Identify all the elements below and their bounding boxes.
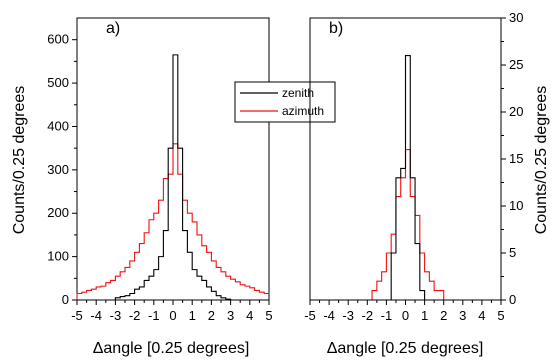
panel-a-series-zenith [77,54,269,301]
legend-zenith-label: zenith [282,86,314,100]
panel-b-label: b) [329,20,343,37]
panel-b-series-azimuth [310,149,501,301]
panel-b-xtick-label: 4 [478,308,485,323]
panel-b-ytick-label: 15 [509,151,523,166]
panel-b-xtick-label: 1 [421,308,428,323]
panel-b-xtick-label: -1 [381,308,393,323]
panel-a-series [76,54,269,301]
panel-b-series [310,55,501,301]
panel-a-xtick-label: 4 [246,308,253,323]
panel-a-ytick-label: 600 [47,32,69,47]
panel-b-xtick-label: 3 [459,308,466,323]
panel-a-xtick-label: 1 [189,308,196,323]
panel-a-ytick-label: 500 [47,75,69,90]
panel-b-xtick-label: -2 [362,308,374,323]
panel-a-xtick-label: 3 [227,308,234,323]
panel-b-xtick-label: -3 [342,308,354,323]
panel-b-xtick-label: 2 [440,308,447,323]
panel-a-xtick-label: -4 [90,308,102,323]
panel-a-xtick-label: -2 [129,308,141,323]
panel-b-xtick-label: -4 [323,308,335,323]
panel-a-xtick-label: 2 [208,308,215,323]
panel-a-series-azimuth [76,143,269,300]
panel-a-ytick-label: 0 [62,292,69,307]
panel-b-ytick-label: 25 [509,57,523,72]
panel-b-xlabel: Δangle [0.25 degrees] [327,340,484,357]
panel-b-ytick-label: 5 [509,245,516,260]
panel-a-xtick-label: 5 [265,308,272,323]
panel-b-xtick-label: 5 [497,308,504,323]
legend-azimuth-label: azimuth [282,104,324,118]
panel-b-ytick-label: 20 [509,104,523,119]
panel-a-ytick-label: 200 [47,205,69,220]
panel-b-xtick-label: 0 [402,308,409,323]
panel-a-xtick-label: 0 [169,308,176,323]
panel-b-series-zenith [310,55,501,301]
panel-a-xlabel: Δangle [0.25 degrees] [93,340,250,357]
panel-a-ytick-label: 100 [47,249,69,264]
panel-a-label: a) [106,20,120,37]
panel-b-xtick-label: -5 [304,308,316,323]
panel-a-ytick-label: 400 [47,118,69,133]
panel-b-ytick-label: 10 [509,198,523,213]
panel-a-xtick-label: -3 [110,308,122,323]
panel-a-ylabel: Counts/0.25 degrees [11,86,28,235]
panel-b-ytick-label: 0 [509,292,516,307]
panel-a-xtick-label: -5 [71,308,83,323]
panel-a-ytick-label: 300 [47,162,69,177]
panel-b-ytick-label: 30 [509,10,523,25]
legend-box [234,81,336,123]
panel-a-xtick-label: -1 [148,308,160,323]
legend: zenith azimuth [234,81,336,123]
panel-b-ylabel: Counts/0.25 degrees [533,86,550,235]
